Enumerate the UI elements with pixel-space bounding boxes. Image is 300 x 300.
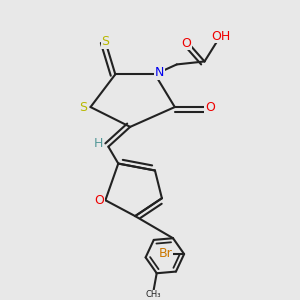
Text: O: O <box>182 37 192 50</box>
Text: CH₃: CH₃ <box>146 290 161 299</box>
Text: Br: Br <box>159 247 172 260</box>
Text: OH: OH <box>211 30 230 43</box>
Text: O: O <box>205 100 215 114</box>
Text: O: O <box>94 194 104 207</box>
Text: H: H <box>94 137 104 150</box>
Text: N: N <box>155 66 164 80</box>
Text: S: S <box>101 35 110 48</box>
Text: S: S <box>79 100 87 114</box>
